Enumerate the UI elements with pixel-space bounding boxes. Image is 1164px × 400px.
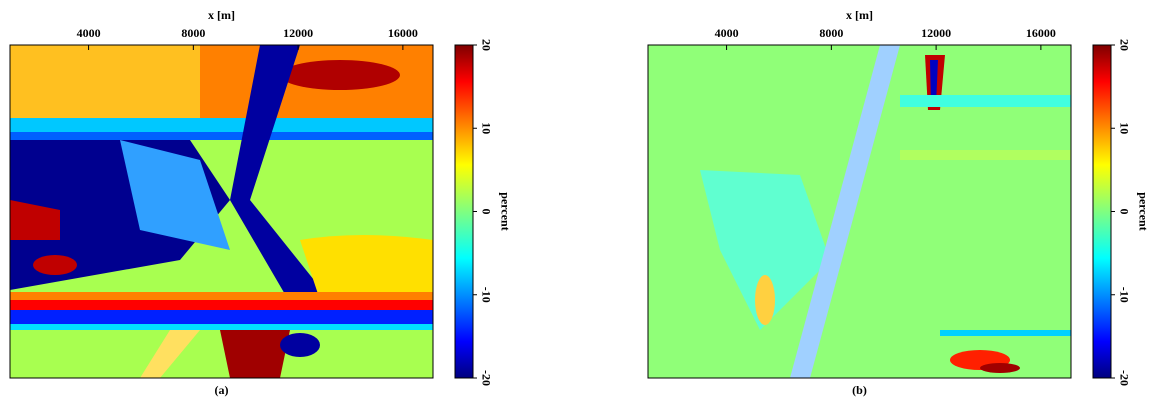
caption: (b) <box>852 383 867 397</box>
x-tick-label: 4000 <box>77 26 101 40</box>
x-tick-label: 4000 <box>715 26 739 40</box>
x-axis-label: x [m] <box>846 8 873 22</box>
heatmap-a <box>10 45 433 378</box>
colorbar-tick-label: -20 <box>479 370 493 386</box>
plot-frame <box>647 44 1072 379</box>
colorbar-label: percent <box>498 192 512 230</box>
x-tick-label: 16000 <box>1026 26 1056 40</box>
colorbar-tick-label: 0 <box>1117 209 1131 215</box>
colorbar-label: percent <box>1136 192 1150 230</box>
colorbar-tick-label: -10 <box>1117 287 1131 303</box>
colorbar-tick-label: -20 <box>1117 370 1131 386</box>
colorbar-tick-label: 20 <box>479 39 493 51</box>
plot-frame <box>9 44 434 379</box>
colorbar-tick-label: 10 <box>1117 122 1131 134</box>
colorbar-tick-label: 20 <box>1117 39 1131 51</box>
colorbar-tick-label: 10 <box>479 122 493 134</box>
x-tick-label: 8000 <box>819 26 843 40</box>
x-tick-label: 12000 <box>921 26 951 40</box>
colorbar <box>1092 44 1112 379</box>
x-tick-label: 12000 <box>283 26 313 40</box>
x-axis-label: x [m] <box>208 8 235 22</box>
x-tick-label: 8000 <box>181 26 205 40</box>
colorbar-tick-label: -10 <box>479 287 493 303</box>
colorbar <box>454 44 474 379</box>
x-tick-label: 16000 <box>388 26 418 40</box>
caption: (a) <box>215 383 229 397</box>
colorbar-tick-label: 0 <box>479 209 493 215</box>
heatmap-b <box>648 45 1071 378</box>
